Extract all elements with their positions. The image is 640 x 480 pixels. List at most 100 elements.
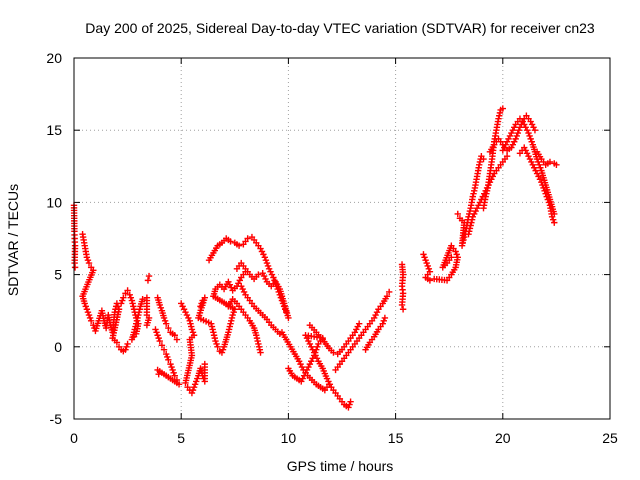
data-point <box>87 317 95 325</box>
data-point <box>122 346 129 353</box>
data-point <box>258 248 266 255</box>
data-point <box>268 271 276 278</box>
data-point <box>133 317 141 325</box>
data-point <box>511 138 518 145</box>
data-point <box>536 176 544 183</box>
y-tick-labels: -5 0 5 10 15 20 <box>46 50 62 427</box>
data-point <box>302 369 309 376</box>
data-point <box>212 337 219 345</box>
data-point <box>153 329 160 336</box>
data-point <box>330 349 337 356</box>
data-point <box>253 334 261 342</box>
data-point <box>219 346 227 353</box>
data-point <box>113 339 121 346</box>
data-point <box>236 277 244 284</box>
data-point <box>515 127 523 134</box>
data-point <box>189 329 197 336</box>
data-point <box>213 340 220 348</box>
data-point <box>209 326 216 333</box>
data-point <box>521 144 528 151</box>
data-point <box>471 210 478 218</box>
data-point <box>85 259 93 267</box>
data-point <box>84 256 92 264</box>
data-point <box>522 147 529 154</box>
data-point <box>534 158 542 166</box>
y-tick-label: 20 <box>46 50 62 66</box>
data-point <box>426 277 434 284</box>
data-point <box>539 181 546 189</box>
data-point <box>130 306 138 313</box>
data-point <box>383 293 391 300</box>
data-point <box>256 346 264 353</box>
data-point <box>189 386 197 394</box>
data-point <box>86 314 94 322</box>
data-point <box>254 337 261 345</box>
x-axis-label: GPS time / hours <box>287 458 394 474</box>
data-point <box>346 401 353 408</box>
data-point <box>526 155 534 163</box>
data-point <box>211 334 218 342</box>
data-point <box>345 404 352 411</box>
data-point <box>513 132 520 140</box>
data-point <box>201 360 208 368</box>
data-point <box>495 115 502 122</box>
data-point <box>127 294 135 301</box>
data-point <box>385 288 393 296</box>
data-point <box>469 193 476 200</box>
data-point <box>139 295 146 303</box>
data-point <box>528 158 535 166</box>
data-point <box>297 360 304 368</box>
data-point <box>126 291 133 299</box>
data-point <box>162 320 170 327</box>
data-point <box>511 124 518 131</box>
data-point <box>165 324 172 332</box>
data-point <box>264 262 272 270</box>
data-point <box>230 308 237 316</box>
data-point <box>162 350 170 358</box>
data-point <box>460 236 467 244</box>
data-point <box>527 135 534 143</box>
data-point <box>351 329 359 336</box>
data-point <box>523 127 531 134</box>
data-point <box>182 379 189 387</box>
data-point <box>154 366 161 374</box>
data-point <box>526 132 533 140</box>
data-point <box>183 311 191 319</box>
data-point <box>521 121 528 128</box>
data-point <box>188 323 195 330</box>
data-point <box>239 285 246 293</box>
data-point <box>466 225 474 232</box>
data-point <box>499 105 506 112</box>
data-point <box>355 320 363 327</box>
data-point <box>128 297 136 304</box>
data-point <box>257 349 264 356</box>
data-point <box>253 332 260 339</box>
data-point <box>130 303 137 310</box>
data-point <box>299 375 306 382</box>
data-point <box>303 334 311 342</box>
data-point <box>164 353 171 361</box>
data-point <box>155 334 162 342</box>
data-point <box>308 358 315 365</box>
y-axis-label: SDTVAR / TECUs <box>5 184 21 296</box>
data-point <box>475 202 482 209</box>
data-point <box>173 336 181 343</box>
data-point <box>528 121 536 128</box>
data-point <box>257 245 264 252</box>
data-point <box>158 342 166 349</box>
data-point <box>194 375 201 382</box>
data-point <box>423 259 430 267</box>
data-point <box>235 242 243 249</box>
data-point <box>496 112 503 119</box>
data-point <box>188 326 196 333</box>
data-point <box>508 129 515 137</box>
data-point <box>454 254 461 261</box>
data-point <box>171 332 178 339</box>
data-point <box>255 340 262 348</box>
data-point <box>225 278 232 286</box>
data-point <box>228 314 236 322</box>
data-point <box>542 190 549 197</box>
data-point <box>85 311 93 319</box>
data-point <box>501 144 508 151</box>
data-point <box>182 308 189 316</box>
